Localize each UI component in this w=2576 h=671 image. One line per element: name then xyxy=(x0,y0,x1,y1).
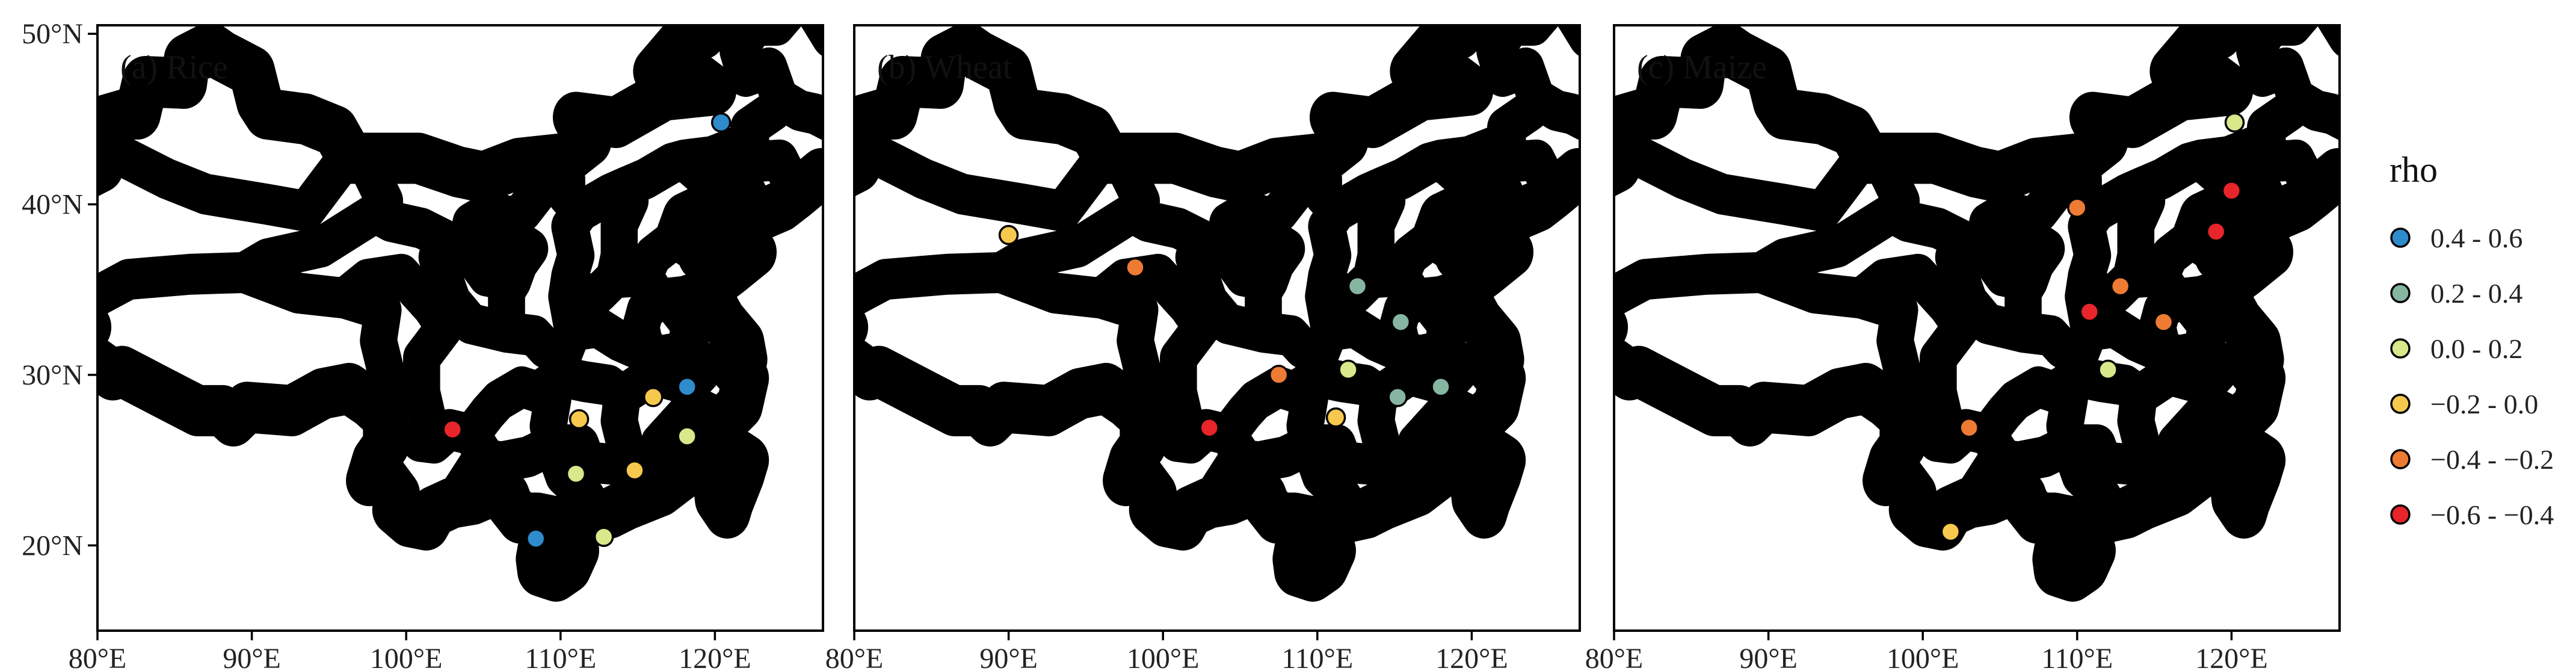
station-marker xyxy=(2067,197,2088,218)
station-marker xyxy=(1940,521,1961,542)
station-marker xyxy=(2110,276,2131,297)
legend-swatch xyxy=(2390,283,2411,303)
lat-tick-label: 30°N xyxy=(22,359,83,391)
lat-tick-label: 20°N xyxy=(22,530,83,561)
lon-tick-label: 80°E xyxy=(825,643,884,671)
lon-tick-label: 90°E xyxy=(223,643,281,671)
station-marker xyxy=(677,377,697,397)
station-marker xyxy=(1347,276,1368,297)
panel-title: (b) Wheat xyxy=(877,49,1012,86)
lat-tick-label: 40°N xyxy=(22,189,83,221)
lon-tick-label: 120°E xyxy=(2195,643,2268,671)
lat-tick-label: 50°N xyxy=(22,18,83,50)
map-panel: 80°E 90°E 100°E 110°E 120°E (c) Maize xyxy=(1515,0,2463,671)
legend-swatch xyxy=(2390,338,2411,359)
lon-tick-label: 120°E xyxy=(1435,643,1508,671)
station-marker xyxy=(1387,387,1408,407)
station-marker xyxy=(1338,359,1358,380)
station-marker xyxy=(1325,407,1346,428)
station-marker xyxy=(1431,377,1451,397)
station-marker xyxy=(1125,257,1145,278)
legend-label: −0.6 - −0.4 xyxy=(2430,499,2554,530)
panel-title: (c) Maize xyxy=(1637,49,1767,86)
station-marker xyxy=(565,463,587,484)
lon-tick-label: 110°E xyxy=(525,643,596,671)
lon-tick-label: 110°E xyxy=(2041,643,2113,671)
china-basemap xyxy=(0,0,946,576)
station-marker xyxy=(2205,221,2226,242)
station-marker xyxy=(442,419,463,440)
station-marker xyxy=(1390,312,1411,332)
station-marker xyxy=(593,527,614,547)
station-marker xyxy=(525,528,546,549)
legend-swatch xyxy=(2390,449,2411,469)
station-marker xyxy=(2221,181,2242,201)
legend-swatch xyxy=(2390,504,2411,525)
station-marker xyxy=(2153,312,2174,332)
station-marker xyxy=(2224,112,2245,133)
lon-tick-label: 100°E xyxy=(1127,643,1200,671)
legend-label: 0.2 - 0.4 xyxy=(2430,278,2522,309)
china-basemap xyxy=(1515,0,2463,576)
legend-label: 0.0 - 0.2 xyxy=(2430,333,2522,364)
station-marker xyxy=(1199,418,1219,438)
station-marker xyxy=(624,460,645,481)
legend-swatch xyxy=(2390,227,2411,248)
legend: rho 0.4 - 0.6 0.2 - 0.4 0.0 - 0.2 −0.2 - 0.… xyxy=(2390,150,2554,530)
lon-tick-label: 80°E xyxy=(69,643,127,671)
station-marker xyxy=(998,224,1019,246)
station-marker xyxy=(2079,301,2100,322)
legend-label: −0.2 - 0.0 xyxy=(2430,389,2538,419)
china-basemap xyxy=(756,0,1703,576)
legend-swatch xyxy=(2390,394,2411,414)
station-marker xyxy=(1268,365,1289,385)
panel-frame xyxy=(1613,24,2341,632)
map-panel: 80°E 90°E 100°E 110°E 120°E 20°N 30°N 40°N 50°N (… xyxy=(0,0,946,671)
legend-title: rho xyxy=(2390,150,2438,190)
map-panel: 80°E 90°E 100°E 110°E 120°E (b) Wheat xyxy=(756,0,1703,671)
station-marker xyxy=(569,409,590,430)
legend-label: −0.4 - −0.2 xyxy=(2430,444,2554,475)
lon-tick-label: 120°E xyxy=(679,643,751,671)
lon-tick-label: 100°E xyxy=(1887,643,1959,671)
panel-title: (a) Rice xyxy=(120,49,228,86)
station-marker xyxy=(677,426,697,447)
station-marker xyxy=(710,112,732,133)
panel-frame xyxy=(853,24,1581,632)
station-marker xyxy=(2098,359,2118,380)
lon-tick-label: 90°E xyxy=(1739,643,1798,671)
lon-tick-label: 110°E xyxy=(1281,643,1353,671)
lon-tick-label: 100°E xyxy=(370,643,443,671)
station-marker xyxy=(642,387,664,407)
lon-tick-label: 90°E xyxy=(979,643,1038,671)
panel-frame xyxy=(96,24,824,632)
station-marker xyxy=(1959,418,1979,438)
legend-label: 0.4 - 0.6 xyxy=(2430,223,2522,253)
lon-tick-label: 80°E xyxy=(1585,643,1644,671)
